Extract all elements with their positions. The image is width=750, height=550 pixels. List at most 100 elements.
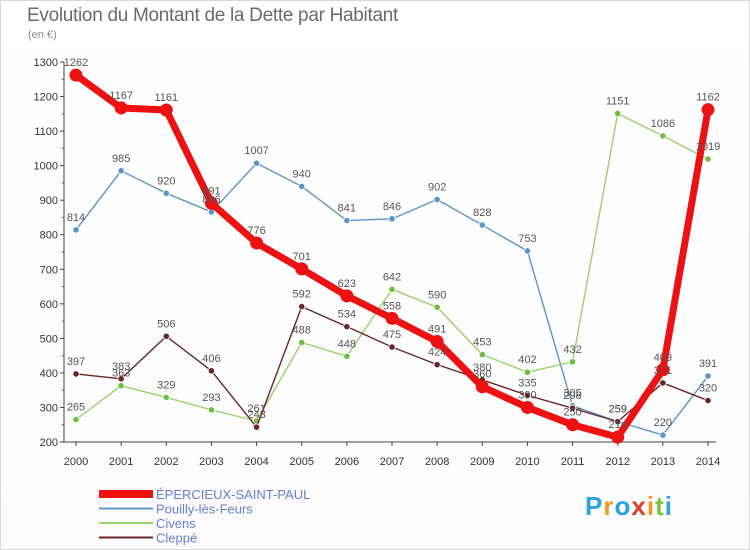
data-label: 534 — [338, 309, 356, 321]
data-label: 391 — [699, 358, 717, 370]
y-tick-label: 400 — [40, 368, 58, 380]
data-point — [298, 302, 306, 311]
proxiti-logo: Proxiti — [585, 491, 673, 522]
legend-label: Civens — [156, 516, 196, 531]
data-label: 363 — [112, 368, 130, 380]
data-label: 642 — [383, 271, 401, 283]
data-point — [433, 303, 441, 311]
legend-label: ÉPERCIEUX-SAINT-PAUL — [156, 487, 310, 502]
data-point — [701, 103, 715, 117]
data-point — [117, 375, 125, 383]
data-label: 380 — [473, 362, 491, 374]
legend-label: Pouilly-lès-Feurs — [156, 502, 253, 517]
data-point — [159, 103, 173, 117]
logo-letter: r — [603, 491, 615, 521]
data-point — [204, 196, 218, 210]
data-label: 250 — [563, 407, 581, 419]
x-tick-label: 2007 — [380, 456, 404, 468]
data-point — [523, 368, 532, 376]
data-label: 814 — [67, 212, 85, 224]
data-point — [207, 406, 216, 414]
data-label: 1167 — [109, 90, 133, 102]
data-point — [250, 236, 264, 250]
data-label: 453 — [473, 337, 491, 349]
legend: ÉPERCIEUX-SAINT-PAULPouilly-lès-FeursCiv… — [99, 487, 310, 546]
legend-label: Cleppé — [156, 531, 197, 546]
y-tick-label: 1000 — [34, 161, 58, 173]
data-label: 259 — [609, 404, 627, 416]
data-point — [704, 396, 712, 405]
data-label: 1007 — [244, 145, 268, 157]
data-label: 558 — [383, 300, 401, 312]
data-point — [162, 189, 170, 197]
data-point — [343, 323, 351, 331]
y-tick-label: 200 — [40, 437, 58, 449]
data-point — [252, 159, 261, 167]
data-label: 891 — [202, 185, 220, 197]
data-label: 1151 — [606, 95, 630, 107]
x-tick-label: 2003 — [199, 456, 223, 468]
data-point — [343, 216, 351, 225]
data-point — [72, 226, 80, 234]
data-label: 920 — [157, 175, 175, 187]
y-tick-label: 1200 — [34, 92, 58, 104]
y-tick-label: 700 — [40, 264, 58, 276]
x-tick-label: 2005 — [289, 456, 313, 468]
data-label: 448 — [338, 338, 356, 350]
y-tick-label: 600 — [40, 299, 58, 311]
data-label: 300 — [518, 389, 536, 401]
x-tick-label: 2010 — [515, 456, 539, 468]
data-label: 329 — [157, 379, 175, 391]
data-point — [430, 334, 444, 348]
x-tick-label: 2000 — [64, 456, 88, 468]
axes: 200 300 400 500 600 700 800 900 1000 1100 1200 1300… — [34, 57, 721, 468]
y-tick-label: 800 — [40, 230, 58, 242]
data-label: 397 — [67, 356, 85, 368]
data-point — [388, 215, 396, 223]
chart-title: Evolution du Montant de la Dette par Hab… — [27, 5, 398, 26]
data-label: 940 — [293, 168, 311, 180]
data-label: 701 — [293, 251, 311, 263]
logo-letter: x — [631, 491, 647, 521]
data-point — [566, 418, 580, 432]
data-label: 590 — [428, 289, 446, 301]
data-label: 409 — [654, 352, 672, 364]
data-point — [162, 332, 170, 340]
data-point — [523, 391, 532, 399]
data-label: 506 — [157, 318, 175, 330]
data-label: 623 — [338, 278, 356, 290]
logo-letter: o — [614, 491, 632, 521]
data-point — [523, 247, 532, 255]
x-tick-label: 2008 — [425, 456, 449, 468]
data-label: 1019 — [696, 141, 720, 153]
data-label: 305 — [563, 388, 581, 400]
data-label: 214 — [609, 419, 627, 431]
y-tick-label: 1300 — [34, 57, 58, 69]
data-label: 261 — [247, 403, 265, 415]
data-point — [656, 363, 670, 377]
logo-letter: i — [646, 491, 656, 521]
data-point — [343, 352, 351, 360]
data-point — [388, 285, 396, 293]
x-tick-label: 2013 — [651, 456, 675, 468]
data-label: 846 — [383, 201, 401, 213]
data-point — [69, 68, 83, 82]
data-point — [568, 404, 577, 412]
data-label: 243 — [247, 409, 265, 421]
data-point — [340, 289, 354, 303]
data-point — [298, 182, 306, 190]
data-label: 406 — [202, 353, 220, 365]
data-label: 592 — [293, 289, 311, 301]
y-tick-label: 1100 — [34, 126, 58, 138]
data-point — [295, 262, 309, 276]
data-label: 424 — [428, 347, 446, 359]
logo-letter: P — [585, 491, 604, 521]
x-tick-label: 2009 — [470, 456, 494, 468]
data-label: 320 — [699, 383, 717, 395]
data-point — [659, 431, 667, 439]
data-label: 402 — [518, 354, 536, 366]
data-point — [385, 311, 399, 325]
data-point — [475, 380, 489, 394]
data-point — [704, 372, 712, 380]
data-label: 985 — [112, 153, 130, 165]
